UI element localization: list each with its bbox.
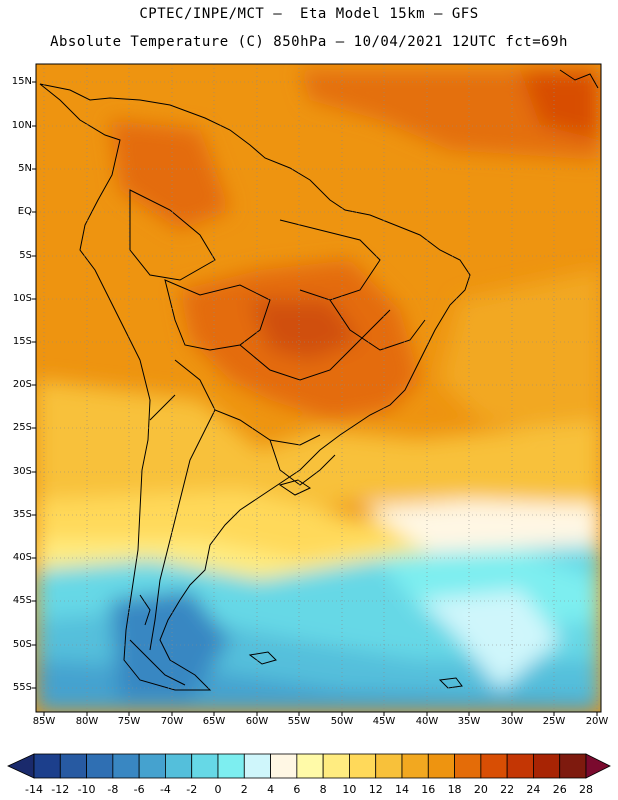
cooler-atlantic xyxy=(440,270,600,440)
colorbar-tick-label: -14 xyxy=(25,783,43,796)
pale-cold-tongue xyxy=(420,590,560,690)
lat-label-20s: 20S xyxy=(12,379,32,390)
lat-label-55s: 55S xyxy=(12,682,32,693)
colorbar-cell xyxy=(270,753,298,779)
lat-label-15s: 15S xyxy=(12,336,32,347)
colorbar-cell xyxy=(296,753,324,779)
lon-label-60w: 60W xyxy=(245,716,269,727)
lat-label-35s: 35S xyxy=(12,509,32,520)
colorbar-tick-label: -6 xyxy=(133,783,145,796)
lon-label-35w: 35W xyxy=(457,716,481,727)
colorbar-tick-label: 10 xyxy=(342,783,357,796)
colorbar-high-arrow xyxy=(585,753,611,779)
lon-label-40w: 40W xyxy=(415,716,439,727)
colorbar-tick-label: 22 xyxy=(500,783,515,796)
colorbar-cell xyxy=(165,753,193,779)
colorbar-tick-label: -10 xyxy=(77,783,96,796)
hottest-core xyxy=(250,300,360,360)
lat-label-eq: EQ xyxy=(17,206,32,217)
lat-label-30s: 30S xyxy=(12,466,32,477)
colorbar-cell xyxy=(401,753,429,779)
colorbar-tick-label: -8 xyxy=(107,783,119,796)
colorbar-tick-label: 0 xyxy=(214,783,222,796)
colorbar-cell xyxy=(33,753,61,779)
colorbar-cell xyxy=(480,753,508,779)
colorbar-tick-label: -2 xyxy=(186,783,198,796)
lat-label-25s: 25S xyxy=(12,422,32,433)
colorbar-tick-label: -12 xyxy=(51,783,70,796)
colorbar-tick-label: 6 xyxy=(293,783,301,796)
mild-band-1 xyxy=(36,380,600,530)
colorbar-cell xyxy=(322,753,350,779)
colorbar-tick-label: 8 xyxy=(319,783,327,796)
colorbar-cells xyxy=(33,753,587,779)
colorbar-cell xyxy=(59,753,87,779)
colorbar-tick-label: 16 xyxy=(421,783,436,796)
colorbar-tick-label: 14 xyxy=(395,783,409,796)
lon-label-45w: 45W xyxy=(372,716,396,727)
colorbar-tick-label: 20 xyxy=(473,783,488,796)
warm-north-atlantic xyxy=(300,70,600,160)
lon-label-75w: 75W xyxy=(117,716,141,727)
colorbar-cell xyxy=(375,753,403,779)
lon-label-25w: 25W xyxy=(542,716,566,727)
patagonia-cold-zone xyxy=(110,590,230,700)
colorbar xyxy=(7,753,611,779)
warm-northwest xyxy=(110,120,230,230)
hot-north-atlantic xyxy=(520,70,600,140)
lon-label-80w: 80W xyxy=(75,716,99,727)
lat-label-40s: 40S xyxy=(12,552,32,563)
lat-label-15n: 15N xyxy=(11,76,32,87)
colorbar-low-arrow xyxy=(7,753,35,779)
colorbar-tick-label: 2 xyxy=(240,783,248,796)
colorbar-cell xyxy=(243,753,271,779)
map-frame xyxy=(35,63,602,713)
lat-label-5n: 5N xyxy=(18,163,32,174)
lon-label-50w: 50W xyxy=(330,716,354,727)
colorbar-tick-label: -4 xyxy=(159,783,171,796)
colorbar-cell xyxy=(349,753,377,779)
chart-title-line2: Absolute Temperature (C) 850hPa – 10/04/… xyxy=(50,34,568,50)
colorbar-cell xyxy=(112,753,140,779)
colorbar-tick-label: 24 xyxy=(526,783,541,796)
colorbar-tick-label: 18 xyxy=(447,783,462,796)
colorbar-cell xyxy=(86,753,114,779)
colorbar-tick-label: 28 xyxy=(579,783,593,796)
lon-label-30w: 30W xyxy=(500,716,524,727)
lon-label-65w: 65W xyxy=(202,716,226,727)
lon-label-20w: 20W xyxy=(585,716,609,727)
colorbar-tick-label: 26 xyxy=(552,783,567,796)
colorbar-tick-label: 4 xyxy=(267,783,275,796)
axis-ticks xyxy=(32,81,598,716)
colorbar-cell xyxy=(559,753,587,779)
coastline-borders xyxy=(39,69,599,691)
lat-label-50s: 50S xyxy=(12,639,32,650)
colorbar-cell xyxy=(138,753,166,779)
lon-label-70w: 70W xyxy=(160,716,184,727)
colorbar-cell xyxy=(506,753,534,779)
chart-title-line1: CPTEC/INPE/MCT – Eta Model 15km – GFS xyxy=(139,6,479,22)
colorbar-cell xyxy=(533,753,561,779)
colorbar-tick-label: 12 xyxy=(368,783,383,796)
colorbar-cell xyxy=(427,753,455,779)
colorbar-cell xyxy=(191,753,219,779)
map-grid xyxy=(36,64,601,712)
lat-label-10s: 10S xyxy=(12,293,32,304)
colorbar-cell xyxy=(217,753,245,779)
lat-label-5s: 5S xyxy=(19,250,32,261)
colorbar-cell xyxy=(454,753,482,779)
lon-label-85w: 85W xyxy=(32,716,56,727)
lat-label-10n: 10N xyxy=(11,120,32,131)
lon-label-55w: 55W xyxy=(287,716,311,727)
lat-label-45s: 45S xyxy=(12,595,32,606)
